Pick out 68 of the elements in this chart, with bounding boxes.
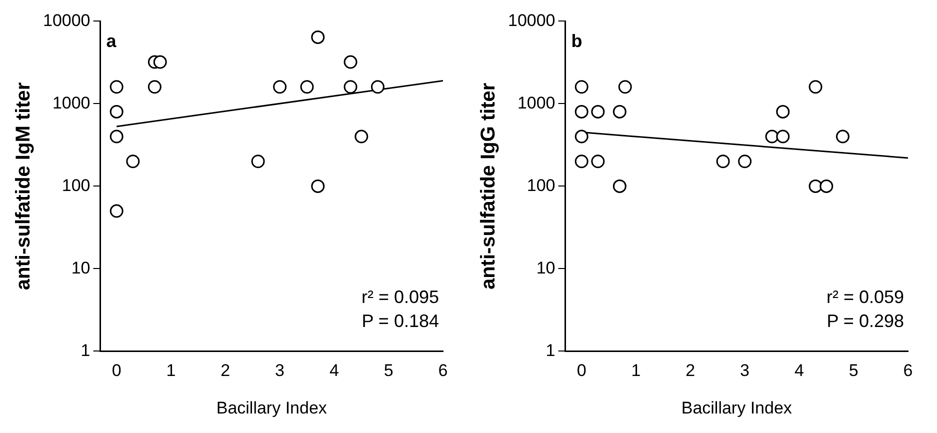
- x-tick-label: 0: [112, 361, 122, 380]
- y-tick-label: 10000: [508, 10, 556, 30]
- y-axis-title: anti-sulfatide IgM titer: [12, 82, 35, 290]
- x-tick-label: 5: [848, 361, 858, 380]
- x-tick-label: 6: [438, 361, 448, 380]
- point: [776, 130, 790, 144]
- point: [574, 130, 588, 144]
- x-tick-label: 3: [275, 361, 285, 380]
- point: [110, 204, 124, 218]
- point: [836, 130, 850, 144]
- annotation: b: [571, 31, 582, 52]
- annotation: r² = 0.095: [361, 287, 439, 308]
- annotation: P = 0.184: [362, 311, 439, 332]
- point: [618, 80, 632, 94]
- x-tick-label: 2: [220, 361, 230, 380]
- annotation: r² = 0.059: [826, 287, 904, 308]
- x-tick-label: 2: [686, 361, 696, 380]
- point: [370, 80, 384, 94]
- point: [344, 55, 358, 69]
- y-tick-label: 10: [71, 258, 90, 278]
- y-tick-label: 1: [80, 340, 90, 360]
- point: [716, 154, 730, 168]
- x-tick-label: 6: [903, 361, 913, 380]
- y-tick-label: 100: [526, 176, 556, 195]
- point: [311, 179, 325, 193]
- point: [820, 179, 834, 193]
- point: [148, 80, 162, 94]
- point: [612, 104, 626, 118]
- annotation: a: [106, 31, 118, 52]
- point: [591, 104, 605, 118]
- x-tick-label: 5: [384, 361, 394, 380]
- point: [765, 130, 779, 144]
- y-tick-label: 100: [62, 176, 90, 195]
- x-tick-label: 4: [329, 361, 339, 380]
- point: [574, 104, 588, 118]
- point: [300, 80, 314, 94]
- y-axis-title: anti-sulfatide IgG titer: [478, 82, 500, 290]
- point: [153, 55, 167, 69]
- point: [776, 104, 790, 118]
- point: [344, 80, 358, 94]
- y-tick-label: 10000: [42, 10, 90, 30]
- point: [738, 154, 752, 168]
- y-tick-label: 1000: [52, 93, 90, 112]
- annotation: P = 0.298: [826, 311, 904, 332]
- point: [273, 80, 287, 94]
- x-tick-label: 0: [576, 361, 586, 380]
- point: [110, 80, 124, 94]
- point: [591, 154, 605, 168]
- point: [808, 179, 822, 193]
- point: [126, 154, 140, 168]
- x-tick-label: 1: [166, 361, 176, 380]
- x-tick-label: 1: [631, 361, 641, 380]
- point: [574, 154, 588, 168]
- x-axis-title: Bacillary Index: [681, 398, 792, 418]
- point: [612, 179, 626, 193]
- x-axis-title: Bacillary Index: [216, 398, 328, 418]
- point: [311, 30, 325, 44]
- point: [110, 130, 124, 144]
- point: [574, 80, 588, 94]
- point: [110, 104, 124, 118]
- point: [251, 154, 265, 168]
- point: [808, 80, 822, 94]
- x-tick-label: 3: [740, 361, 750, 380]
- y-tick-label: 1000: [517, 93, 556, 112]
- point: [354, 130, 368, 144]
- x-tick-label: 4: [794, 361, 804, 380]
- y-tick-label: 1: [546, 340, 556, 360]
- y-tick-label: 10: [536, 258, 556, 278]
